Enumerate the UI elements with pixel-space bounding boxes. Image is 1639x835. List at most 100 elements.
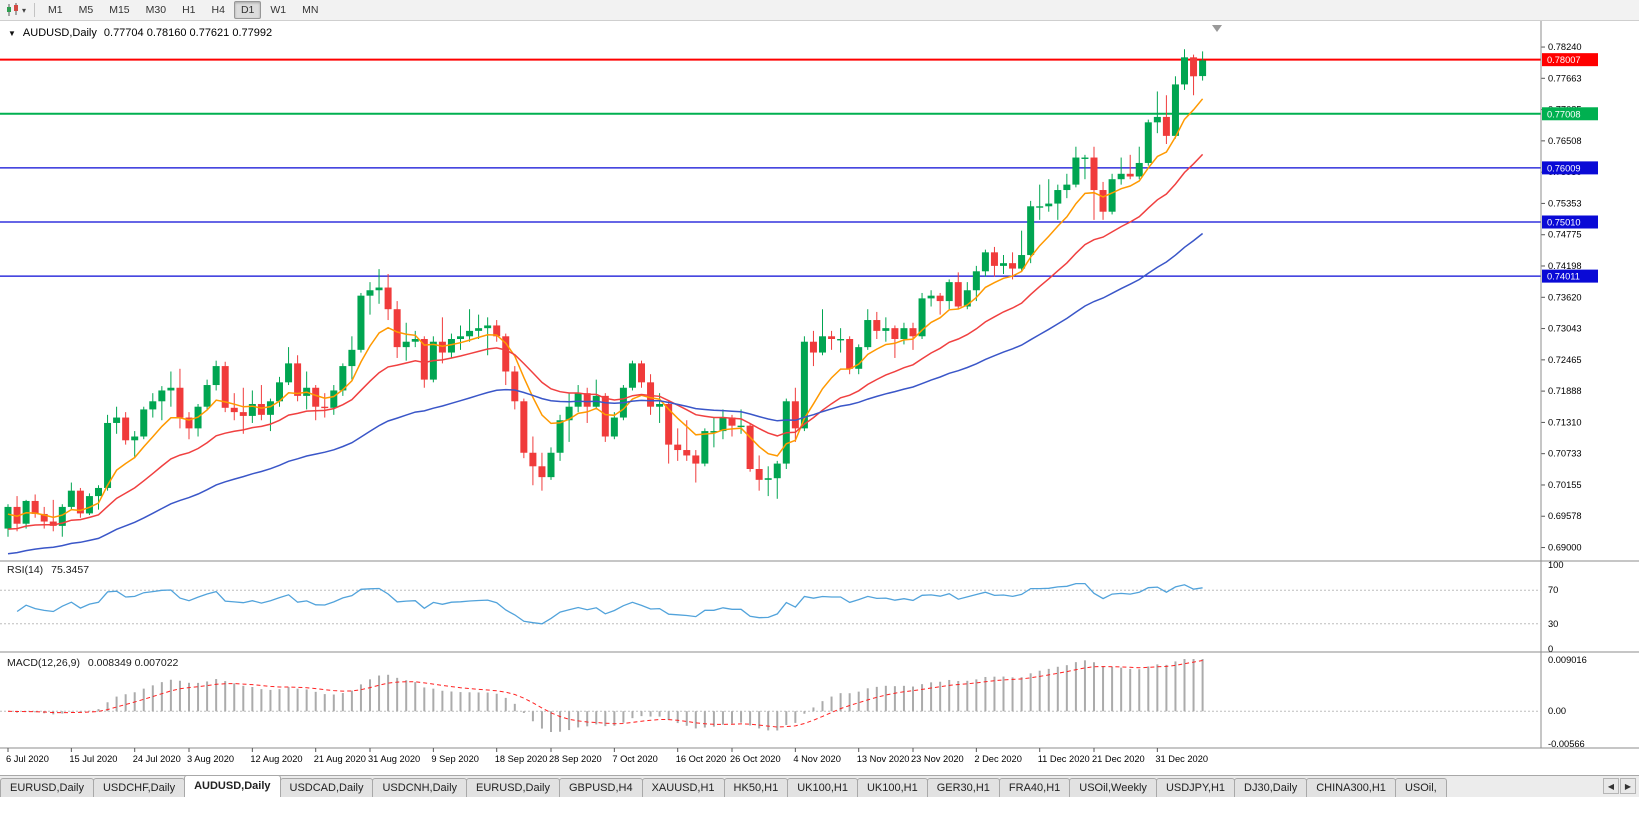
rsi-indicator-label: RSI(14) 75.3457 [7,564,94,576]
candle-body [447,339,455,353]
chart-type-icon[interactable] [4,3,22,18]
candle-body [665,404,673,445]
candle-body [131,436,139,441]
candle-body [601,395,609,437]
candle-body [628,363,636,388]
candle-body [511,371,519,402]
tab-scroll-left-icon[interactable]: ◀ [1603,778,1619,794]
y-axis-tick-label: 0.73620 [1548,292,1582,302]
symbol-tab-china300-h1[interactable]: CHINA300,H1 [1306,778,1396,797]
candle-body [529,452,537,467]
timeframe-button-M1[interactable]: M1 [48,4,63,16]
candle-body [312,387,320,407]
candle-body [737,425,745,428]
symbol-tab-dj30-daily[interactable]: DJ30,Daily [1234,778,1308,797]
timeframe-buttons: M1 M5 M15 M30 H1 H4 D1 W1 MN [40,1,326,19]
chart-type-dropdown-caret[interactable]: ▾ [22,5,27,15]
x-axis-label: 6 Jul 2020 [6,754,49,764]
candle-body [85,496,93,514]
symbol-tab-xauusd-h1[interactable]: XAUUSD,H1 [641,778,725,797]
candle-body [719,417,727,432]
x-axis-label: 2 Dec 2020 [974,754,1022,764]
x-axis-label: 11 Dec 2020 [1038,754,1090,764]
candle-body [1117,173,1125,180]
symbol-tab-usdcnh-daily[interactable]: USDCNH,Daily [372,778,468,797]
symbol-tab-gbpusd-h4[interactable]: GBPUSD,H4 [559,778,643,797]
symbol-tab-bar: EURUSD,Daily USDCHF,Daily AUDUSD,Daily USDC… [0,775,1639,797]
symbol-tab-usoil-[interactable]: USOil, [1394,778,1447,797]
candle-body [963,290,971,307]
candle-body [230,407,238,413]
candle-body [31,500,39,514]
candle-body [348,349,356,367]
timeframe-button-H4[interactable]: H4 [211,4,225,16]
candle-body [945,282,953,302]
x-axis-label: 26 Oct 2020 [730,754,781,764]
timeframe-button-M15[interactable]: M15 [109,4,130,16]
symbol-tab-eurusd-daily[interactable]: EURUSD,Daily [0,778,94,797]
candle-body [484,325,492,329]
chart-canvas[interactable]: 0.782400.776630.770850.765080.759300.753… [0,21,1639,775]
candle-body [1135,162,1143,177]
symbol-tab-usdchf-daily[interactable]: USDCHF,Daily [92,778,186,797]
symbol-tab-usdcad-daily[interactable]: USDCAD,Daily [279,778,374,797]
y-axis-tick-label: 0.69578 [1548,511,1582,521]
one-click-trading-toggle[interactable]: ▼ [8,28,16,38]
y-axis-tick-label: 0.71888 [1548,386,1582,396]
macd-axis-label: 0.00 [1548,706,1566,716]
candle-body [520,401,528,453]
candle-body [828,336,836,339]
candle-body [1009,263,1017,269]
rsi-line [16,582,1203,625]
symbol-tab-fra40-h1[interactable]: FRA40,H1 [998,778,1071,797]
candle-body [819,336,826,353]
candlestick-glyph [7,3,18,16]
price-axis[interactable] [1541,21,1639,748]
candle-body [1000,263,1007,266]
symbol-tab-usdjpy-h1[interactable]: USDJPY,H1 [1155,778,1236,797]
candle-body [321,406,329,409]
timeframe-button-W1[interactable]: W1 [270,4,287,16]
candle-body [438,341,446,353]
candle-body [420,339,428,380]
y-axis-tick-label: 0.74775 [1548,230,1582,240]
tab-scroll-right-icon[interactable]: ▶ [1620,778,1636,794]
chart-title: ▼ AUDUSD,Daily 0.77704 0.78160 0.77621 0… [8,27,272,39]
candle-body [49,521,57,526]
symbol-tab-uk100-h1[interactable]: UK100,H1 [787,778,858,797]
symbol-tab-hk50-h1[interactable]: HK50,H1 [723,778,789,797]
candle-body [1171,84,1179,136]
timeframe-button-H1[interactable]: H1 [182,4,196,16]
x-axis-label: 3 Aug 2020 [187,754,234,764]
timeframe-button-D1[interactable]: D1 [233,1,262,19]
candle-body [384,287,392,310]
candle-body [285,363,293,383]
candle-body [556,420,564,453]
candle-body [547,452,555,478]
y-axis-tick-label: 0.77663 [1548,73,1582,83]
price-line-label-box [1542,53,1598,67]
symbol-tab-usoil-weekly[interactable]: USOil,Weekly [1069,778,1157,797]
symbol-tab-audusd-daily[interactable]: AUDUSD,Daily [184,775,281,797]
symbol-tab-eurusd-daily[interactable]: EURUSD,Daily [466,778,560,797]
candle-body [402,341,410,348]
timeframe-button-M30[interactable]: M30 [145,4,167,16]
price-line-label-box [1542,269,1598,283]
chart-symbol-label: AUDUSD,Daily [22,27,97,39]
candle-body [990,252,998,266]
timeframe-button-MN[interactable]: MN [302,4,319,16]
macd-values: 0.008349 0.007022 [87,657,179,669]
symbol-tab-ger30-h1[interactable]: GER30,H1 [926,778,1000,797]
candle-body [457,336,464,339]
moving-average-line-8 [7,98,1204,519]
candle-body [728,417,736,426]
candle-body [755,469,763,480]
candle-body [891,328,899,339]
timeframe-button-M5[interactable]: M5 [78,4,94,16]
candle-body [158,390,166,402]
symbol-tab-uk100-h1[interactable]: UK100,H1 [856,778,928,797]
rsi-axis-label: 100 [1548,560,1564,570]
x-axis-label: 9 Sep 2020 [431,754,479,764]
candle-body [330,390,338,408]
